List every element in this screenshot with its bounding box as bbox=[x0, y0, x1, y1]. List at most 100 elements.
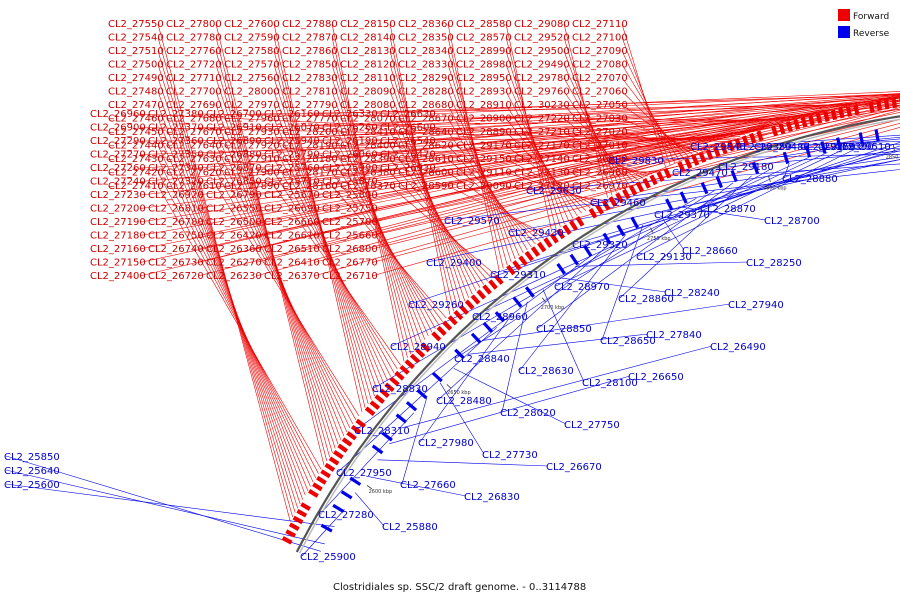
forward-gene bbox=[320, 469, 331, 479]
forward-gene-label: CL2_27500 bbox=[108, 60, 164, 71]
forward-gene bbox=[459, 304, 469, 315]
forward-gene bbox=[595, 203, 604, 215]
forward-leader-line bbox=[215, 131, 348, 433]
forward-leader-line bbox=[215, 104, 342, 441]
forward-gene-label: CL2_26070 bbox=[264, 123, 320, 134]
forward-gene-label: CL2_28360 bbox=[398, 19, 454, 30]
forward-leader-line bbox=[313, 96, 900, 182]
forward-gene-label: CL2_27110 bbox=[572, 19, 628, 30]
reverse-leader-line bbox=[575, 261, 749, 267]
forward-gene bbox=[628, 185, 638, 196]
forward-gene bbox=[476, 289, 487, 300]
forward-gene-label: CL2_27680 bbox=[166, 114, 222, 125]
reverse-leader-line bbox=[701, 169, 771, 209]
reverse-leader-line bbox=[527, 163, 900, 191]
forward-leader-line bbox=[447, 158, 540, 242]
forward-gene bbox=[453, 309, 464, 321]
reverse-gene-label: CL2_28700 bbox=[764, 216, 820, 227]
forward-leader-line bbox=[371, 105, 900, 196]
reverse-gene bbox=[752, 161, 760, 175]
forward-gene bbox=[876, 100, 883, 111]
forward-leader-line bbox=[505, 91, 574, 219]
forward-gene-label: CL2_26890 bbox=[206, 136, 262, 147]
forward-leader-line bbox=[215, 145, 351, 429]
forward-gene-label: CL2_26470 bbox=[380, 150, 436, 161]
scale-tick-label: 2800 kbp bbox=[763, 186, 787, 192]
forward-gene bbox=[346, 431, 357, 441]
reverse-gene-label: CL2_29400 bbox=[426, 258, 482, 269]
forward-leader-line bbox=[157, 104, 306, 496]
reverse-leader-line bbox=[836, 143, 900, 147]
forward-gene-label: CL2_28190 bbox=[282, 141, 338, 152]
forward-gene-label: CL2_26970 bbox=[572, 181, 628, 192]
reverse-gene-label: CL2_28960 bbox=[472, 312, 528, 323]
forward-leader-line bbox=[139, 124, 774, 250]
forward-gene bbox=[341, 437, 353, 447]
reverse-leader-line bbox=[319, 412, 415, 515]
reverse-gene bbox=[730, 169, 738, 183]
forward-gene-label: CL2_28640 bbox=[398, 127, 454, 138]
reverse-gene bbox=[679, 191, 688, 204]
forward-gene-label: CL2_27460 bbox=[108, 114, 164, 125]
forward-gene-label: CL2_25760 bbox=[264, 163, 320, 174]
forward-gene bbox=[409, 353, 421, 364]
forward-gene-label: CL2_26920 bbox=[148, 190, 204, 201]
forward-gene-label: CL2_27970 bbox=[224, 100, 280, 111]
forward-gene bbox=[389, 376, 400, 387]
forward-gene-label: CL2_26750 bbox=[148, 231, 204, 242]
forward-gene bbox=[442, 320, 453, 331]
forward-gene-label: CL2_26700 bbox=[206, 109, 262, 120]
forward-gene-label: CL2_27150 bbox=[90, 258, 146, 269]
forward-gene bbox=[785, 121, 793, 133]
forward-gene-label: CL2_27440 bbox=[108, 141, 164, 152]
forward-gene-label: CL2_28900 bbox=[456, 114, 512, 125]
reverse-gene bbox=[381, 431, 393, 442]
forward-leader-line bbox=[313, 94, 900, 155]
forward-gene bbox=[374, 394, 385, 404]
scale-tick-mark bbox=[446, 384, 452, 389]
forward-gene-label: CL2_29090 bbox=[456, 181, 512, 192]
forward-gene-label: CL2_27370 bbox=[148, 123, 204, 134]
reverse-gene bbox=[630, 216, 640, 229]
forward-leader-line bbox=[273, 131, 388, 381]
forward-gene-label: CL2_26270 bbox=[206, 258, 262, 269]
forward-gene-label: CL2_27070 bbox=[572, 73, 628, 84]
forward-gene-label: CL2_30230 bbox=[514, 100, 570, 111]
forward-gene-label: CL2_29110 bbox=[456, 168, 512, 179]
reverse-gene-label: CL2_29840 bbox=[690, 142, 746, 153]
reverse-gene-label: CL2_28630 bbox=[518, 366, 574, 377]
forward-gene-label: CL2_27890 bbox=[224, 181, 280, 192]
forward-gene bbox=[524, 250, 534, 262]
forward-leader-line bbox=[389, 104, 473, 295]
forward-gene-label: CL2_28890 bbox=[456, 127, 512, 138]
reverse-gene-label: CL2_27660 bbox=[400, 480, 456, 491]
reverse-gene bbox=[556, 262, 566, 275]
forward-gene-label: CL2_27810 bbox=[282, 87, 338, 98]
reverse-gene-label: CL2_28850 bbox=[536, 324, 592, 335]
reverse-gene-label: CL2_27950 bbox=[336, 468, 392, 479]
forward-leader-line bbox=[313, 99, 900, 209]
forward-leader-line bbox=[621, 143, 722, 187]
forward-gene bbox=[316, 475, 327, 485]
reverse-leader-line bbox=[419, 314, 513, 443]
reverse-gene-label: CL2_28250 bbox=[746, 258, 802, 269]
forward-gene-label: CL2_26540 bbox=[380, 136, 436, 147]
forward-gene-label: CL2_27690 bbox=[166, 100, 222, 111]
forward-gene-label: CL2_27260 bbox=[90, 163, 146, 174]
reverse-leader-line bbox=[455, 190, 715, 359]
forward-gene-label: CL2_27320 bbox=[148, 177, 204, 188]
forward-leader-line bbox=[157, 185, 322, 470]
reverse-gene-label: CL2_27730 bbox=[482, 450, 538, 461]
legend-reverse-label: Reverse bbox=[853, 29, 890, 39]
reverse-gene-label: CL2_28940 bbox=[390, 342, 446, 353]
scale-tick-label: 2750 kbp bbox=[647, 236, 671, 242]
forward-gene-label: CL2_27790 bbox=[282, 100, 338, 111]
reverse-leader-line bbox=[301, 509, 345, 557]
forward-gene-label: CL2_25940 bbox=[264, 136, 320, 147]
forward-gene-label: CL2_29780 bbox=[514, 73, 570, 84]
forward-gene-label: CL2_26160 bbox=[264, 109, 320, 120]
forward-gene-label: CL2_26960 bbox=[90, 109, 146, 120]
forward-gene-label: CL2_28330 bbox=[398, 60, 454, 71]
forward-leader-line bbox=[389, 91, 469, 298]
reverse-gene-label: CL2_29130 bbox=[636, 252, 692, 263]
